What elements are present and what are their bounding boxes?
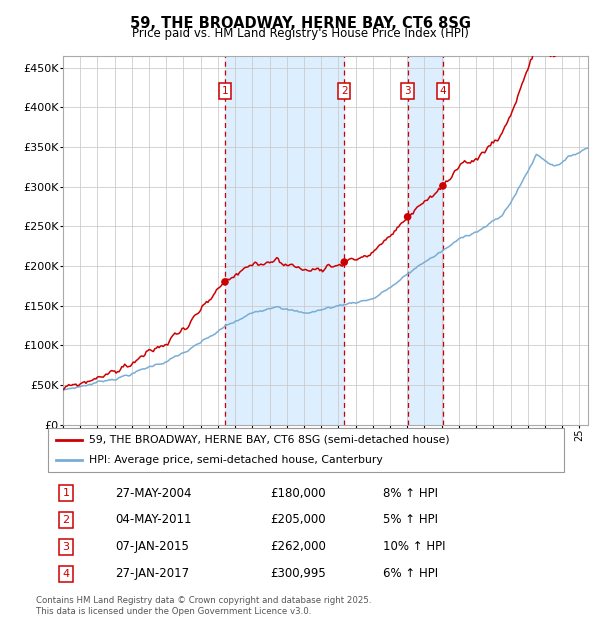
Text: 2: 2 [62, 515, 70, 525]
Text: £262,000: £262,000 [270, 541, 326, 554]
Text: £180,000: £180,000 [270, 487, 326, 500]
Text: 27-JAN-2017: 27-JAN-2017 [115, 567, 189, 580]
Text: Contains HM Land Registry data © Crown copyright and database right 2025.
This d: Contains HM Land Registry data © Crown c… [36, 596, 371, 616]
Text: £300,995: £300,995 [270, 567, 326, 580]
Text: 07-JAN-2015: 07-JAN-2015 [115, 541, 189, 554]
Text: 3: 3 [62, 542, 70, 552]
Text: 59, THE BROADWAY, HERNE BAY, CT6 8SG (semi-detached house): 59, THE BROADWAY, HERNE BAY, CT6 8SG (se… [89, 435, 450, 445]
Point [340, 257, 349, 267]
FancyBboxPatch shape [48, 428, 564, 472]
Text: 10% ↑ HPI: 10% ↑ HPI [383, 541, 446, 554]
Text: 27-MAY-2004: 27-MAY-2004 [115, 487, 191, 500]
Point [438, 181, 448, 191]
Point [220, 277, 230, 287]
Text: 2: 2 [341, 86, 347, 96]
Text: 3: 3 [404, 86, 411, 96]
Text: 6% ↑ HPI: 6% ↑ HPI [383, 567, 439, 580]
Text: 04-MAY-2011: 04-MAY-2011 [115, 513, 191, 526]
Text: 1: 1 [62, 488, 70, 498]
Text: 8% ↑ HPI: 8% ↑ HPI [383, 487, 439, 500]
Text: Price paid vs. HM Land Registry's House Price Index (HPI): Price paid vs. HM Land Registry's House … [131, 27, 469, 40]
Text: 4: 4 [440, 86, 446, 96]
Bar [407, 56, 443, 425]
Text: 5% ↑ HPI: 5% ↑ HPI [383, 513, 439, 526]
Text: HPI: Average price, semi-detached house, Canterbury: HPI: Average price, semi-detached house,… [89, 455, 383, 466]
Point [403, 212, 412, 222]
Text: 1: 1 [221, 86, 228, 96]
Text: 59, THE BROADWAY, HERNE BAY, CT6 8SG: 59, THE BROADWAY, HERNE BAY, CT6 8SG [130, 16, 470, 30]
Text: 4: 4 [62, 569, 70, 579]
Text: £205,000: £205,000 [270, 513, 326, 526]
Bar [225, 56, 344, 425]
